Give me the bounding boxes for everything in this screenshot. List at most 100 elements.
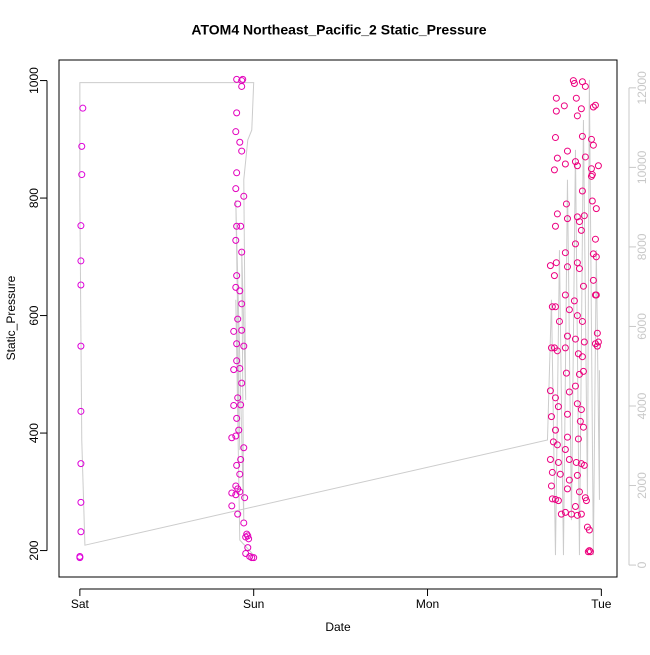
data-point (582, 497, 590, 505)
data-point (547, 482, 555, 490)
y-tick-label: 800 (27, 188, 41, 208)
data-point (554, 458, 562, 466)
data-point (591, 235, 599, 243)
data-point (577, 105, 585, 113)
data-point (578, 132, 586, 140)
data-point (77, 460, 85, 468)
y2-tick-label: 0 (635, 561, 649, 568)
data-point (554, 497, 562, 505)
data-point (233, 272, 241, 280)
data-point (556, 470, 564, 478)
data-point (233, 357, 241, 365)
data-point (576, 417, 584, 425)
data-point (565, 476, 573, 484)
data-point (234, 200, 242, 208)
data-point (571, 240, 579, 248)
data-point (237, 222, 245, 230)
y2-tick-label: 8000 (635, 233, 649, 260)
data-point (581, 153, 589, 161)
x-tick-label: Sun (243, 597, 264, 611)
data-point (232, 432, 240, 440)
data-point (236, 138, 244, 146)
data-point (591, 101, 599, 109)
data-point (250, 554, 258, 562)
data-point (572, 94, 580, 102)
data-point (238, 248, 246, 256)
chart-title: ATOM4 Northeast_Pacific_2 Static_Pressur… (191, 22, 486, 38)
data-point (573, 112, 581, 120)
data-point (246, 552, 254, 560)
y2-tick-label: 12000 (635, 71, 649, 105)
data-point (552, 94, 560, 102)
data-point (571, 382, 579, 390)
x-axis-label: Date (325, 620, 351, 634)
y-axis-label: Static_Pressure (4, 275, 18, 360)
data-point (573, 400, 581, 408)
data-point (563, 215, 571, 223)
data-point (592, 253, 600, 261)
data-point (240, 192, 248, 200)
data-point (553, 210, 561, 218)
y-tick-label: 400 (27, 423, 41, 443)
data-point (78, 142, 86, 150)
data-point (230, 366, 238, 374)
data-point (580, 338, 588, 346)
data-point (551, 426, 559, 434)
y-tick-label: 600 (27, 305, 41, 325)
data-point (79, 104, 87, 112)
y-tick-label: 1000 (27, 67, 41, 94)
data-point (586, 548, 594, 556)
data-point (580, 461, 588, 469)
data-point (563, 433, 571, 441)
data-point (578, 353, 586, 361)
data-point (240, 342, 248, 350)
data-point (233, 340, 241, 348)
data-point (234, 315, 242, 323)
data-point (233, 109, 241, 117)
data-point (571, 503, 579, 510)
data-point (589, 141, 597, 149)
data-point (585, 547, 593, 555)
data-point (77, 498, 85, 506)
data-point (236, 470, 244, 478)
data-point (233, 461, 241, 469)
data-point (577, 226, 585, 234)
data-point (238, 82, 246, 90)
data-point (547, 344, 555, 352)
data-point (561, 249, 569, 257)
data-point (594, 162, 602, 170)
x-tick-label: Sat (71, 597, 90, 611)
data-point (546, 262, 554, 270)
data-point (245, 535, 253, 543)
data-point (578, 317, 586, 325)
data-point (548, 495, 556, 503)
data-point (557, 510, 565, 518)
data-point (553, 441, 561, 449)
data-point (581, 82, 589, 90)
data-point (573, 511, 581, 519)
data-point (561, 160, 569, 168)
data-point (554, 403, 562, 411)
data-point (592, 291, 600, 299)
data-point (77, 342, 85, 350)
data-point (230, 327, 238, 335)
data-point (233, 222, 241, 230)
data-point (573, 471, 581, 479)
data-point (232, 128, 240, 136)
y2-tick-label: 4000 (635, 392, 649, 419)
data-point (569, 77, 577, 85)
data-point (565, 388, 573, 396)
data-point (546, 387, 554, 395)
data-point (573, 162, 581, 170)
data-point (239, 75, 247, 83)
x-tick-label: Tue (591, 597, 612, 611)
data-point (240, 444, 248, 452)
data-point (571, 335, 579, 343)
data-point (237, 401, 245, 409)
y-tick-label: 200 (27, 540, 41, 560)
data-point (238, 300, 246, 308)
data-point (575, 488, 583, 496)
data-point (563, 147, 571, 155)
data-point (572, 458, 580, 466)
